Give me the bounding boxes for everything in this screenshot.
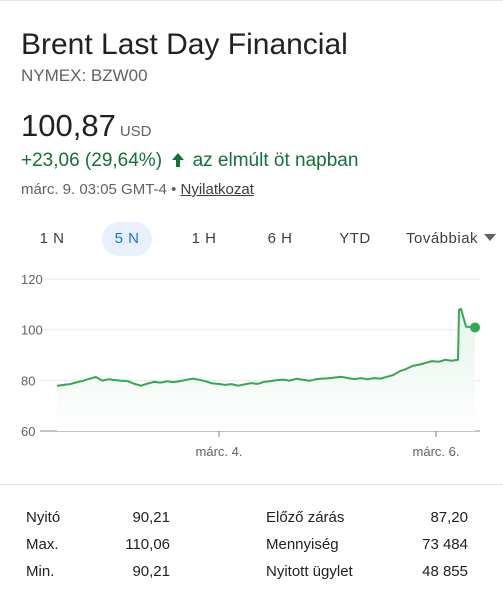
stat-prev-close-value: 87,20 bbox=[430, 509, 468, 526]
stats-divider bbox=[0, 484, 503, 485]
price-area-fill bbox=[57, 308, 475, 431]
tab-1-month[interactable]: 1 H bbox=[191, 230, 217, 247]
stat-open-label: Nyitó bbox=[26, 509, 61, 526]
current-price: 100,87 bbox=[21, 108, 116, 143]
price-row: 100,87 USD bbox=[21, 108, 152, 144]
stat-volume-value: 73 484 bbox=[422, 536, 468, 553]
more-ranges-dropdown[interactable]: Továbbiak bbox=[406, 222, 503, 256]
arrow-up-icon bbox=[171, 152, 185, 174]
tab-6-months[interactable]: 6 H bbox=[267, 230, 293, 247]
x-tick-label: márc. 4. bbox=[196, 444, 243, 459]
more-ranges-label: Továbbiak bbox=[406, 230, 479, 247]
stat-high-label: Max. bbox=[26, 536, 59, 553]
x-tick-label: márc. 6. bbox=[413, 444, 460, 459]
ticker-symbol: NYMEX: BZW00 bbox=[21, 66, 148, 85]
y-tick-label: 100 bbox=[21, 323, 43, 338]
quote-meta-row: márc. 9. 03:05 GMT-4 • Nyilatkozat bbox=[21, 181, 254, 198]
price-line bbox=[56, 307, 476, 387]
stat-open-value: 90,21 bbox=[132, 509, 170, 526]
quote-timestamp: márc. 9. 03:05 GMT-4 bbox=[21, 181, 167, 198]
stat-volume-label: Mennyiség bbox=[266, 536, 339, 553]
tab-5-days[interactable]: 5 N bbox=[102, 222, 152, 256]
price-change-value: +23,06 (29,64%) bbox=[21, 150, 163, 171]
top-divider bbox=[0, 0, 503, 1]
stat-prev-close-label: Előző zárás bbox=[266, 509, 345, 526]
time-range-tabs: 1 N 5 N 1 H 6 H YTD Továbbiak bbox=[0, 222, 503, 256]
chevron-down-icon bbox=[484, 234, 497, 241]
stat-high-value: 110,06 bbox=[125, 536, 170, 553]
y-tick-label: 80 bbox=[21, 373, 35, 388]
price-change-period: az elmúlt öt napban bbox=[192, 150, 359, 171]
stat-low-value: 90,21 bbox=[132, 563, 170, 580]
tab-1-day[interactable]: 1 N bbox=[39, 230, 65, 247]
disclaimer-link[interactable]: Nyilatkozat bbox=[180, 181, 254, 198]
y-tick-label: 60 bbox=[21, 424, 35, 439]
y-tick-label: 120 bbox=[21, 272, 43, 287]
last-price-marker bbox=[470, 322, 480, 333]
stat-low-label: Min. bbox=[26, 563, 55, 580]
meta-separator: • bbox=[171, 181, 177, 198]
instrument-title: Brent Last Day Financial bbox=[21, 28, 348, 61]
stat-open-interest-label: Nyitott ügylet bbox=[266, 563, 353, 580]
stat-open-interest-value: 48 855 bbox=[422, 563, 468, 580]
currency-label: USD bbox=[119, 123, 152, 140]
price-chart[interactable]: 120 100 80 60 márc. 4. márc. 6. bbox=[0, 265, 503, 470]
price-change-row: +23,06 (29,64%) az elmúlt öt napban bbox=[21, 150, 358, 174]
tab-ytd[interactable]: YTD bbox=[339, 230, 371, 247]
